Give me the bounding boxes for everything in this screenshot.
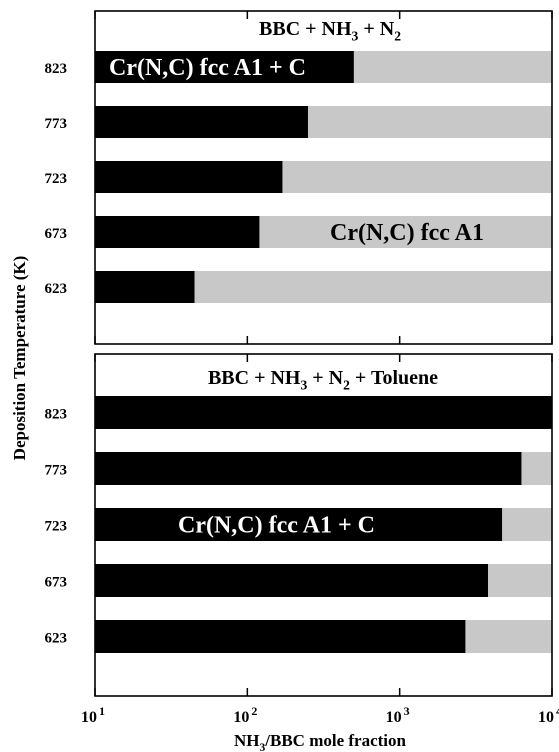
bar-left-phase-773 [95, 452, 522, 485]
x-tick-label-100: 10 2 [233, 704, 257, 726]
category-label-723: 723 [45, 171, 68, 187]
x-tick-label-1000: 10 3 [386, 704, 410, 726]
category-label-673: 673 [45, 575, 68, 591]
panel-1: 823 773 723 673 623 Cr(N,C) fcc A1 + C Cr(N,C)… [45, 10, 553, 345]
bar-left-phase-823 [95, 51, 354, 83]
x-tick-label-10: 10 1 [81, 704, 105, 726]
x-axis-label: NH3/BBC mole fraction [234, 731, 407, 752]
bar-left-phase-723 [95, 508, 503, 541]
panel-title-2: BBC + NH3 + N2 + Toluene [208, 367, 438, 393]
category-label-673: 673 [45, 226, 68, 242]
panel-2: 823 773 723 673 623 Cr(N,C) fcc A1 + C BBC + N… [45, 353, 553, 697]
category-label-623: 623 [45, 281, 68, 297]
panels-group: 823 773 723 673 623 Cr(N,C) fcc A1 + C Cr(N,C)… [45, 10, 553, 697]
category-label-723: 723 [45, 519, 68, 535]
phase-annotation-2: Cr(N,C) fcc A1 [330, 220, 484, 246]
phase-annotation-1: Cr(N,C) fcc A1 + C [109, 55, 306, 81]
phase-annotation-1: Cr(N,C) fcc A1 + C [178, 513, 375, 539]
bar-left-phase-673 [95, 216, 260, 248]
y-axis-label: Deposition Temperature (K) [10, 256, 29, 461]
axes-labels-group: 10 1 10 2 10 3 10 4 NH3/BBC mole fraction Deposit… [10, 256, 559, 752]
category-label-623: 623 [45, 631, 68, 647]
category-label-823: 823 [45, 407, 68, 423]
bar-left-phase-623 [95, 620, 466, 653]
category-label-773: 773 [45, 116, 68, 132]
panel-frame [94, 10, 553, 345]
panel-title-1: BBC + NH3 + N2 [259, 18, 401, 44]
bar-left-phase-673 [95, 564, 488, 597]
bar-left-phase-823 [95, 396, 552, 429]
panel-frame [94, 353, 553, 697]
bar-left-phase-623 [95, 271, 195, 303]
bar-left-phase-723 [95, 161, 283, 193]
x-tick-label-10000: 10 4 [538, 704, 559, 726]
bar-left-phase-773 [95, 106, 308, 138]
category-label-773: 773 [45, 463, 68, 479]
category-label-823: 823 [45, 61, 68, 77]
